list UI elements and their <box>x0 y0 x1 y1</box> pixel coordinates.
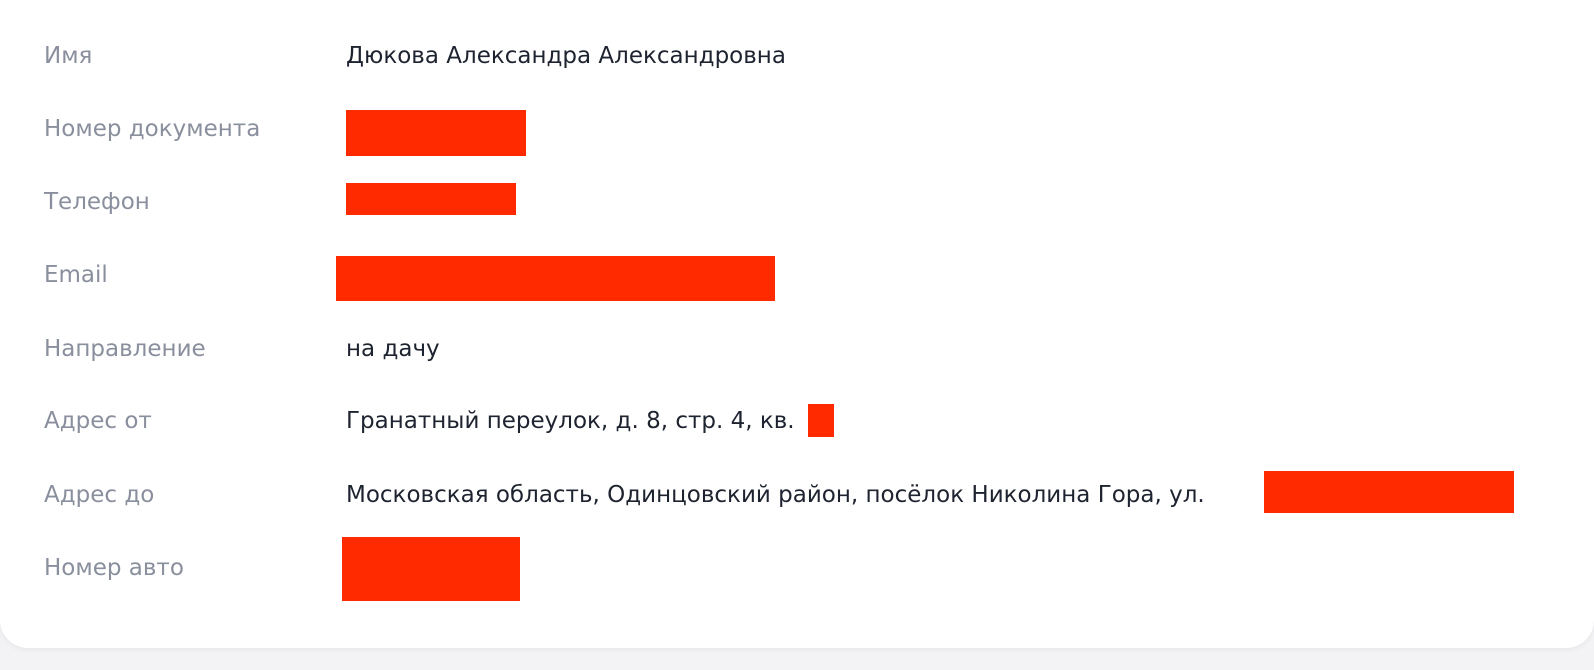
field-label: Номер авто <box>44 555 184 581</box>
field-value: Дюкова Александра Александровна <box>346 43 786 69</box>
field-document-number: Номер документа <box>0 109 1594 149</box>
redaction-document-number <box>346 110 526 156</box>
field-value: на дачу <box>346 336 440 362</box>
redaction-street <box>1264 471 1514 513</box>
field-value: Московская область, Одинцовский район, п… <box>346 482 1205 508</box>
redaction-email <box>336 256 775 301</box>
field-email: Email <box>0 255 1594 295</box>
field-label: Направление <box>44 336 206 362</box>
field-direction: Направление на дачу <box>0 329 1594 369</box>
field-address-from: Адрес от Гранатный переулок, д. 8, стр. … <box>0 401 1594 441</box>
field-label: Телефон <box>44 189 150 215</box>
field-label: Email <box>44 262 108 288</box>
field-label: Номер документа <box>44 116 261 142</box>
field-label: Адрес до <box>44 482 155 508</box>
field-car-number: Номер авто <box>0 548 1594 588</box>
field-address-to: Адрес до Московская область, Одинцовский… <box>0 475 1594 515</box>
redaction-apartment <box>808 404 834 437</box>
redaction-car-number <box>342 537 520 601</box>
field-name: Имя Дюкова Александра Александровна <box>0 36 1594 76</box>
field-label: Адрес от <box>44 408 152 434</box>
field-label: Имя <box>44 43 93 69</box>
field-value: Гранатный переулок, д. 8, стр. 4, кв. <box>346 408 795 434</box>
details-card: Имя Дюкова Александра Александровна Номе… <box>0 0 1594 648</box>
field-phone: Телефон <box>0 182 1594 222</box>
redaction-phone <box>346 183 516 215</box>
